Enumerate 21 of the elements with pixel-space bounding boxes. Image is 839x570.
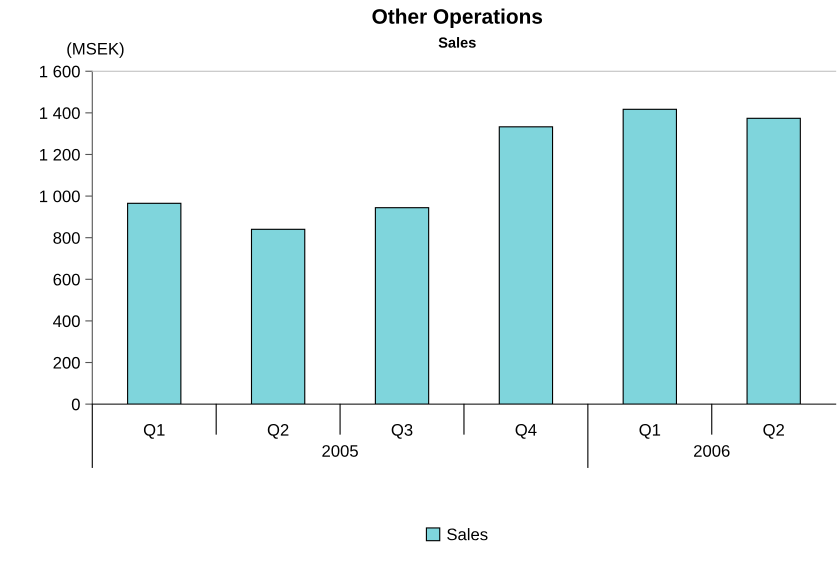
x-tick-label: Q2 (268, 424, 288, 439)
y-tick-label: 1 400 (40, 107, 80, 120)
text: 2005 (322, 445, 358, 457)
chart-subtitle: Sales (438, 37, 476, 48)
y-tick-label: 400 (53, 315, 80, 328)
legend-label: Sales (447, 528, 488, 540)
x-tick-label: Q1 (144, 424, 165, 439)
x-tick-label: Q4 (516, 424, 537, 439)
y-tick-label: 200 (54, 356, 80, 369)
x-tick-label: Q1 (639, 424, 660, 439)
y-tick-label: 1 200 (40, 148, 80, 161)
text: 2006 (694, 445, 730, 457)
x-tick-label: Q2 (763, 424, 784, 439)
y-tick-label: 1 600 (40, 66, 80, 78)
chart-title: Other Operations (372, 8, 542, 28)
y-axis-title: (MSEK) (67, 42, 124, 58)
y-tick-label: 1 000 (40, 190, 80, 202)
y-tick-label: 800 (53, 232, 80, 244)
y-tick-label: 0 (72, 398, 80, 410)
y-tick-label: 600 (54, 274, 80, 286)
x-tick-label: Q3 (392, 424, 412, 439)
